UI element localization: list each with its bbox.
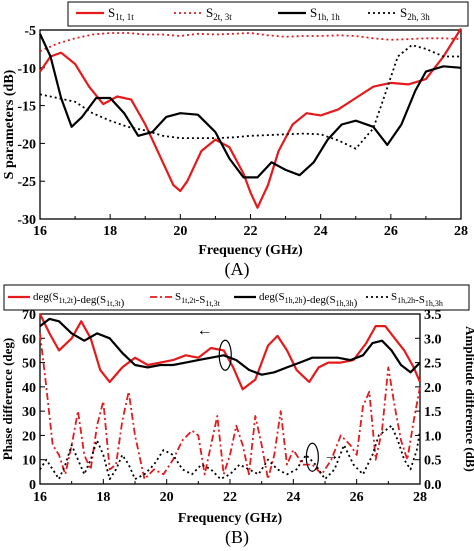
x-tick-label-a-24: 24 xyxy=(314,224,328,239)
x-tick-label-a-18: 18 xyxy=(103,224,117,239)
series-line-a-4 xyxy=(39,44,461,150)
x-tick-label-b-28: 28 xyxy=(413,490,427,505)
x-tick-label-b-26: 26 xyxy=(350,490,364,505)
x-tick-label-b-20: 20 xyxy=(160,490,174,505)
y-tick-label-left-b: 20 xyxy=(22,429,36,444)
y-tick-label-left-b: 70 xyxy=(22,308,36,323)
legend-label-a-3: S1h, 1h xyxy=(310,5,340,22)
x-tick-label-b-18: 18 xyxy=(96,490,110,505)
y-axis-label-left-b: Phase difference (deg) xyxy=(0,338,15,461)
panel-label-a: (A) xyxy=(225,259,250,280)
annotation-ellipse-left xyxy=(218,339,232,371)
x-tick-label-b-22: 22 xyxy=(223,490,237,505)
x-tick-label-b-24: 24 xyxy=(286,490,300,505)
x-axis-label-a: Frequency (GHz) xyxy=(198,243,303,258)
annotation-ellipse-right xyxy=(305,442,319,472)
y-tick-label-left-b: 60 xyxy=(22,332,36,347)
legend-label-b-3: deg(S1h,2h)-deg(S1h,3h) xyxy=(259,291,358,309)
y-tick-label-right-b: 0.0 xyxy=(424,478,442,493)
x-tick-label-b-16: 16 xyxy=(33,490,47,505)
legend-label-b-2: S1t,2t-S1t,3t xyxy=(175,291,221,308)
y-tick-label-a: -20 xyxy=(17,137,36,152)
y-tick-label-right-b: 2.0 xyxy=(424,381,442,396)
y-axis-label-a: S parameters (dB) xyxy=(2,69,17,179)
series-line-b-2 xyxy=(39,333,421,481)
series-line-b-4 xyxy=(39,424,421,481)
y-tick-label-right-b: 1.0 xyxy=(424,429,442,444)
legend-label-b-4: S1h,2h-S1h,3h xyxy=(391,291,443,308)
series-line-b-1 xyxy=(39,313,422,391)
legend-label-a-4: S2h, 3h xyxy=(400,5,430,22)
axis-arrow-left: ← xyxy=(197,322,213,339)
y-tick-label-a: -5 xyxy=(24,24,36,39)
x-tick-label-a-28: 28 xyxy=(454,224,468,239)
y-tick-label-left-b: 10 xyxy=(22,454,36,469)
y-tick-label-a: -25 xyxy=(17,175,36,190)
y-axis-label-right-b: Amplitude difference (dB) xyxy=(463,326,474,472)
y-tick-label-right-b: 2.5 xyxy=(424,357,442,372)
y-tick-label-a: -30 xyxy=(17,213,36,228)
x-tick-label-a-26: 26 xyxy=(384,224,398,239)
y-tick-label-left-b: 30 xyxy=(22,405,36,420)
legend-label-a-2: S2t, 3t xyxy=(206,5,232,22)
series-line-a-3 xyxy=(39,33,462,179)
y-tick-label-right-b: 3.5 xyxy=(424,308,442,323)
y-tick-label-right-b: 3.0 xyxy=(424,332,442,347)
x-tick-label-a-16: 16 xyxy=(33,224,47,239)
x-tick-label-a-22: 22 xyxy=(244,224,258,239)
series-line-a-2 xyxy=(39,32,462,53)
y-tick-label-right-b: 0.5 xyxy=(424,454,442,469)
y-tick-label-a: -15 xyxy=(17,100,36,115)
axis-arrow-right: → xyxy=(323,447,339,464)
y-tick-label-left-b: 50 xyxy=(22,357,36,372)
series-line-b-3 xyxy=(39,317,421,376)
y-tick-label-a: -10 xyxy=(17,62,36,77)
legend-box-a xyxy=(67,1,469,27)
y-tick-label-left-b: 40 xyxy=(22,381,36,396)
y-tick-label-left-b: 0 xyxy=(29,478,36,493)
panel-label-b: (B) xyxy=(225,527,249,548)
legend-label-a-1: S1t, 1t xyxy=(108,5,134,22)
series-line-a-1 xyxy=(39,27,462,209)
x-tick-label-a-20: 20 xyxy=(173,224,187,239)
x-axis-label-b: Frequency (GHz) xyxy=(178,511,283,526)
legend-label-b-1: deg(S1t,2t)-deg(S1t,3t) xyxy=(33,291,125,309)
y-tick-label-right-b: 1.5 xyxy=(424,405,442,420)
plot-frame-b xyxy=(39,313,421,485)
